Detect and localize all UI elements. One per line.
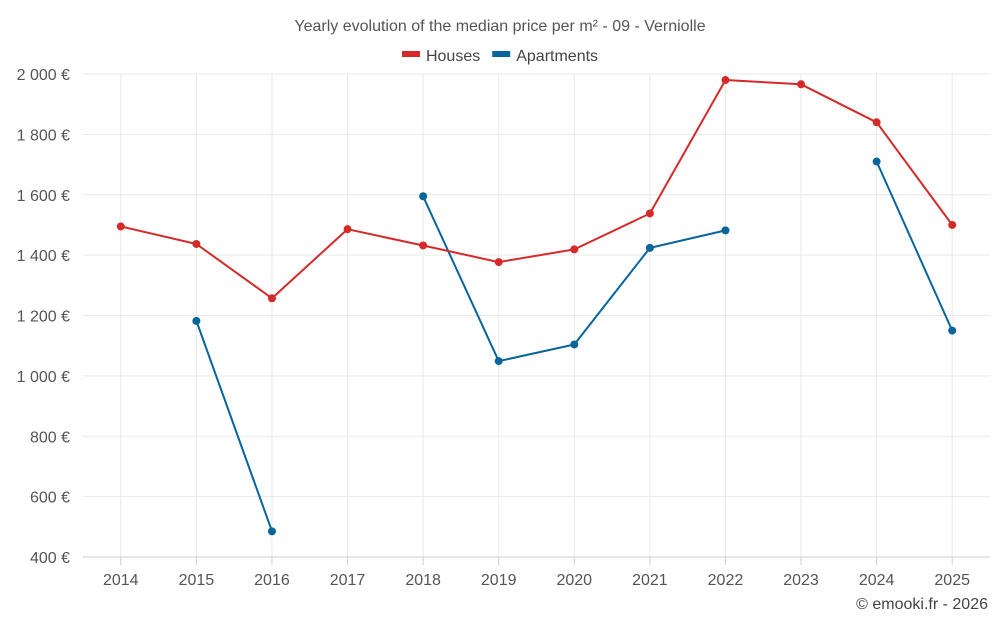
houses-point-2015[interactable] <box>192 239 201 248</box>
apartments-line-segment <box>875 160 954 332</box>
houses-point-2020[interactable] <box>570 245 579 254</box>
x-tick-label: 2021 <box>632 572 668 589</box>
credit-text: © emooki.fr - 2026 <box>856 596 988 613</box>
y-tick-label: 1 800 € <box>17 127 70 144</box>
series-layer <box>116 76 957 536</box>
houses-point-2022[interactable] <box>721 76 730 85</box>
legend-swatch-houses <box>401 51 420 57</box>
chart-title: Yearly evolution of the median price per… <box>294 18 705 35</box>
apartments-line-segment <box>195 319 273 533</box>
legend-swatch-apartments <box>492 51 511 57</box>
houses-point-2017[interactable] <box>343 225 352 234</box>
houses-point-2014[interactable] <box>116 222 125 231</box>
x-tick-label: 2023 <box>783 572 819 589</box>
houses-line-segment <box>119 79 954 300</box>
x-tick-label: 2022 <box>708 572 744 589</box>
y-tick-label: 600 € <box>30 490 70 507</box>
houses-point-2018[interactable] <box>419 241 428 250</box>
legend-item-apartments[interactable]: Apartments <box>492 48 598 65</box>
apartments-point-2015[interactable] <box>192 316 201 325</box>
legend: Houses Apartments <box>401 48 598 65</box>
x-tick-label: 2024 <box>859 572 895 589</box>
legend-item-houses[interactable]: Houses <box>401 48 480 65</box>
x-tick-label: 2018 <box>405 572 441 589</box>
y-tick-label: 2 000 € <box>17 67 70 84</box>
x-tick-label: 2017 <box>330 572 366 589</box>
grid <box>83 73 990 557</box>
series-apartments <box>192 157 957 536</box>
y-tick-label: 1 200 € <box>17 309 70 326</box>
series-houses <box>116 76 957 303</box>
x-tick-label: 2014 <box>103 572 139 589</box>
apartments-point-2020[interactable] <box>570 340 579 349</box>
legend-label-apartments: Apartments <box>516 48 598 65</box>
legend-label-houses: Houses <box>426 48 480 65</box>
x-tick-label: 2016 <box>254 572 290 589</box>
y-tick-label: 1 000 € <box>17 369 70 386</box>
y-tick-label: 1 600 € <box>17 188 70 205</box>
apartments-point-2022[interactable] <box>721 226 730 235</box>
houses-point-2021[interactable] <box>645 209 654 218</box>
houses-point-2023[interactable] <box>797 80 806 89</box>
houses-point-2016[interactable] <box>267 294 276 303</box>
y-tick-label: 800 € <box>30 429 70 446</box>
x-tick-label: 2025 <box>934 572 970 589</box>
apartments-point-2019[interactable] <box>494 357 503 366</box>
x-tick-label: 2015 <box>179 572 215 589</box>
x-tick-label: 2019 <box>481 572 517 589</box>
houses-point-2025[interactable] <box>948 220 957 229</box>
y-tick-label: 400 € <box>30 550 70 567</box>
apartments-point-2025[interactable] <box>948 326 957 335</box>
axes: 400 € 600 € 800 € 1 000 € 1 200 € 1 400 € 1 60… <box>17 67 990 589</box>
houses-point-2024[interactable] <box>872 118 881 127</box>
houses-point-2019[interactable] <box>494 258 503 267</box>
apartments-point-2016[interactable] <box>267 527 276 536</box>
x-tick-label: 2020 <box>556 572 592 589</box>
apartments-point-2021[interactable] <box>645 243 654 252</box>
y-tick-label: 1 400 € <box>17 248 70 265</box>
apartments-point-2024[interactable] <box>872 157 881 166</box>
apartments-point-2018[interactable] <box>419 192 428 201</box>
